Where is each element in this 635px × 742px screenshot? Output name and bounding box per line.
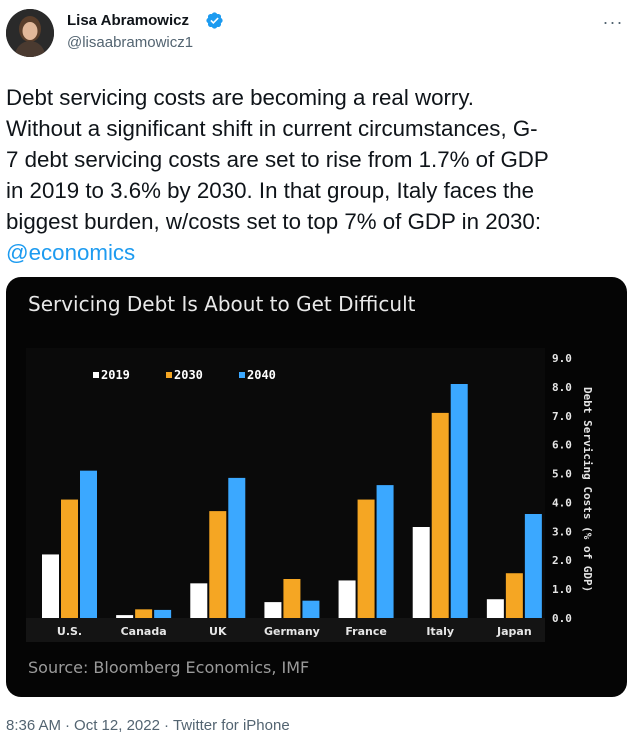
verified-badge-icon — [206, 12, 223, 29]
category-band — [26, 618, 545, 642]
x-tick-label: Japan — [496, 625, 532, 638]
x-tick-label: France — [345, 625, 386, 638]
bar-2040-canada — [154, 609, 172, 618]
y-tick-label: 7.0 — [552, 410, 572, 423]
legend-label: 2019 — [101, 368, 130, 382]
tweet-meta: 8:36 AM · Oct 12, 2022 · Twitter for iPhone — [6, 717, 290, 734]
user-handle[interactable]: @lisaabramowicz1 — [67, 34, 194, 51]
bar-2019-italy — [412, 527, 430, 618]
tweet-date[interactable]: Oct 12, 2022 — [74, 717, 160, 734]
bar-2030-japan — [505, 573, 523, 618]
more-options-icon[interactable]: ··· — [602, 11, 624, 32]
tweet-text: Debt servicing costs are becoming a real… — [6, 82, 626, 268]
bar-2030-canada — [135, 609, 153, 618]
y-tick-label: 3.0 — [552, 525, 572, 538]
bar-2040-france — [376, 485, 394, 618]
x-tick-label: Italy — [426, 625, 454, 638]
tweet-text-line: in 2019 to 3.6% by 2030. In that group, … — [6, 178, 535, 203]
tweet-text-line: biggest burden, w/costs set to top 7% of… — [6, 209, 542, 234]
bar-2019-canada — [116, 615, 134, 618]
bar-2019-japan — [486, 599, 504, 618]
y-tick-label: 4.0 — [552, 496, 572, 509]
x-tick-label: U.S. — [57, 625, 82, 638]
y-tick-label: 8.0 — [552, 381, 572, 394]
y-tick-label: 6.0 — [552, 439, 572, 452]
bar-2030-us — [61, 499, 78, 618]
legend-swatch — [93, 372, 99, 378]
x-tick-label: UK — [209, 625, 227, 638]
mention-link[interactable]: @economics — [6, 240, 136, 265]
chart-title: Servicing Debt Is About to Get Difficult — [28, 292, 416, 316]
bar-2040-uk — [228, 477, 246, 618]
bar-2040-japan — [524, 514, 542, 618]
bar-2019-uk — [190, 583, 208, 618]
x-tick-label: Germany — [264, 625, 320, 638]
bar-2019-germany — [264, 602, 282, 618]
bar-2040-us — [80, 470, 97, 618]
bar-2030-italy — [431, 412, 449, 618]
tweet-header: Lisa Abramowicz @lisaabramowicz1 ··· — [0, 0, 635, 70]
tweet-client[interactable]: Twitter for iPhone — [172, 717, 290, 734]
legend-label: 2040 — [247, 368, 276, 382]
chart-source: Source: Bloomberg Economics, IMF — [28, 658, 310, 677]
avatar[interactable] — [6, 9, 54, 57]
y-axis-label: Debt Servicing Costs (% of GDP) — [581, 387, 594, 592]
bar-2019-france — [338, 580, 356, 618]
tweet-text-line: 7 debt servicing costs are set to rise f… — [6, 147, 549, 172]
tweet-text-line: Debt servicing costs are becoming a real… — [6, 85, 475, 110]
y-tick-label: 2.0 — [552, 554, 572, 567]
legend-label: 2030 — [174, 368, 203, 382]
display-name[interactable]: Lisa Abramowicz — [67, 12, 189, 29]
tweet-time[interactable]: 8:36 AM — [6, 717, 62, 734]
y-tick-label: 5.0 — [552, 468, 572, 481]
y-tick-label: 9.0 — [552, 352, 572, 365]
bar-2030-germany — [283, 579, 301, 618]
y-tick-label: 0.0 — [552, 612, 572, 625]
bar-2040-italy — [450, 384, 468, 618]
bar-2030-france — [357, 499, 375, 618]
legend-swatch — [166, 372, 172, 378]
bar-2030-uk — [209, 511, 227, 618]
attached-chart-image[interactable]: Servicing Debt Is About to Get Difficult… — [6, 277, 627, 697]
bar-2040-germany — [302, 600, 320, 618]
y-tick-label: 1.0 — [552, 583, 572, 596]
bar-chart: 0.0 1.0 2.0 3.0 4.0 5.0 6.0 7.0 8.0 9.0 Debt Servi… — [26, 348, 594, 642]
bar-2019-us — [42, 554, 59, 618]
legend-swatch — [239, 372, 245, 378]
tweet-text-line: Without a significant shift in current c… — [6, 116, 538, 141]
x-tick-label: Canada — [121, 625, 167, 638]
